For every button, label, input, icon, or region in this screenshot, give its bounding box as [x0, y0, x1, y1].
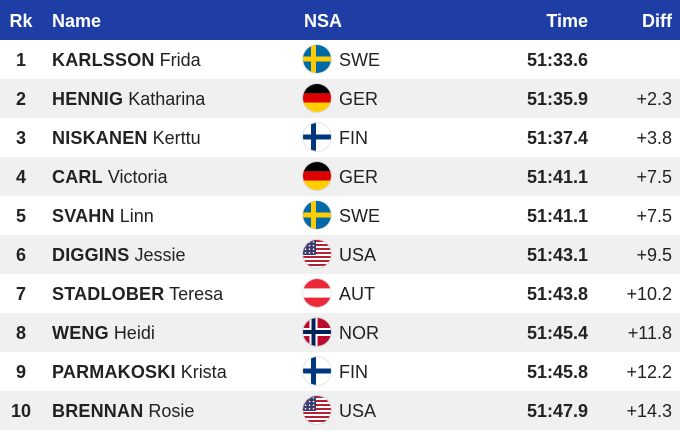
- athlete-surname: BRENNAN: [52, 401, 144, 421]
- athlete-first-name: Teresa: [169, 284, 224, 304]
- finland-flag-icon: [303, 357, 331, 385]
- diff-cell: +9.5: [636, 245, 672, 265]
- athlete-first-name: Victoria: [107, 167, 168, 187]
- athlete-first-name: Rosie: [148, 401, 195, 421]
- time-cell: 51:33.6: [526, 50, 588, 70]
- header-time: Time: [546, 11, 588, 31]
- athlete-surname: DIGGINS: [52, 245, 130, 265]
- rank-cell: 6: [15, 245, 26, 265]
- nsa-code: AUT: [339, 284, 375, 304]
- athlete-name[interactable]: WENG Heidi: [52, 323, 155, 344]
- athlete-surname: NISKANEN: [52, 128, 148, 148]
- time-cell: 51:47.9: [526, 401, 588, 421]
- athlete-first-name: Kerttu: [152, 128, 201, 148]
- athlete-name[interactable]: CARL Victoria: [52, 167, 168, 188]
- header-diff: Diff: [642, 11, 672, 31]
- athlete-name[interactable]: KARLSSON Frida: [52, 50, 201, 71]
- athlete-first-name: Linn: [119, 206, 154, 226]
- usa-flag-icon: [303, 240, 331, 268]
- rank-cell: 10: [10, 401, 32, 421]
- nsa-code: FIN: [339, 362, 368, 382]
- table-row: 1 KARLSSON Frida SWE 51:33.6: [0, 40, 680, 79]
- diff-cell: +12.2: [626, 362, 672, 382]
- table-row: 7 STADLOBER Teresa AUT 51:43.8 +10.2: [0, 274, 680, 313]
- header-name: Name: [52, 11, 102, 31]
- diff-cell: +2.3: [636, 89, 672, 109]
- time-cell: 51:41.1: [526, 167, 588, 187]
- rank-cell: 9: [15, 362, 26, 382]
- athlete-first-name: Heidi: [113, 323, 155, 343]
- nsa-code: USA: [339, 401, 377, 421]
- athlete-surname: WENG: [52, 323, 109, 343]
- athlete-name[interactable]: DIGGINS Jessie: [52, 245, 185, 266]
- athlete-surname: CARL: [52, 167, 103, 187]
- table-row: 9 PARMAKOSKI Krista FIN 51:45.8 +12.2: [0, 352, 680, 391]
- rank-cell: 7: [15, 284, 26, 304]
- nsa-code: SWE: [339, 50, 381, 70]
- germany-flag-icon: [303, 84, 331, 112]
- sweden-flag-icon: [303, 201, 331, 229]
- table-row: 5 SVAHN Linn SWE 51:41.1 +7.5: [0, 196, 680, 235]
- finland-flag-icon: [303, 123, 331, 151]
- athlete-first-name: Krista: [180, 362, 227, 382]
- athlete-name[interactable]: STADLOBER Teresa: [52, 284, 223, 305]
- diff-cell: +14.3: [626, 401, 672, 421]
- table-row: 10 BRENNAN Rosie USA 51:47.9 +14.3: [0, 391, 680, 430]
- header-rank: Rk: [9, 11, 33, 31]
- athlete-first-name: Katharina: [128, 89, 206, 109]
- athlete-first-name: Frida: [159, 50, 201, 70]
- diff-cell: +11.8: [627, 323, 672, 343]
- rank-cell: 1: [15, 50, 26, 70]
- athlete-name[interactable]: NISKANEN Kerttu: [52, 128, 201, 149]
- rank-cell: 5: [15, 206, 26, 226]
- time-cell: 51:43.1: [526, 245, 588, 265]
- time-cell: 51:43.8: [526, 284, 588, 304]
- nsa-code: NOR: [339, 323, 379, 343]
- time-cell: 51:45.8: [526, 362, 588, 382]
- table-row: 3 NISKANEN Kerttu FIN 51:37.4 +3.8: [0, 118, 680, 157]
- athlete-name[interactable]: BRENNAN Rosie: [52, 401, 194, 422]
- austria-flag-icon: [303, 279, 331, 307]
- nsa-code: FIN: [339, 128, 368, 148]
- usa-flag-icon: [303, 396, 331, 424]
- table-row: 4 CARL Victoria GER 51:41.1 +7.5: [0, 157, 680, 196]
- table-row: 2 HENNIG Katharina GER 51:35.9 +2.3: [0, 79, 680, 118]
- athlete-name[interactable]: PARMAKOSKI Krista: [52, 362, 227, 383]
- header-nsa: NSA: [304, 11, 343, 31]
- nsa-code: GER: [339, 167, 379, 187]
- diff-cell: +7.5: [636, 167, 672, 187]
- table-header: Rk Name NSA Time Diff: [0, 0, 680, 40]
- sweden-flag-icon: [303, 45, 331, 73]
- nsa-code: GER: [339, 89, 379, 109]
- athlete-surname: PARMAKOSKI: [52, 362, 176, 382]
- nsa-code: USA: [339, 245, 377, 265]
- athlete-first-name: Jessie: [134, 245, 186, 265]
- time-cell: 51:37.4: [526, 128, 588, 148]
- diff-cell: +3.8: [636, 128, 672, 148]
- nsa-code: SWE: [339, 206, 381, 226]
- rank-cell: 4: [15, 167, 26, 187]
- table-body: 1 KARLSSON Frida SWE 51:33.6 2 HENNIG Kathari…: [0, 40, 680, 430]
- athlete-surname: KARLSSON: [52, 50, 155, 70]
- diff-cell: +7.5: [636, 206, 672, 226]
- rank-cell: 2: [15, 89, 26, 109]
- athlete-surname: HENNIG: [52, 89, 124, 109]
- time-cell: 51:35.9: [526, 89, 588, 109]
- time-cell: 51:41.1: [526, 206, 588, 226]
- germany-flag-icon: [303, 162, 331, 190]
- table-row: 6 DIGGINS Jessie USA 51:43.1 +9.5: [0, 235, 680, 274]
- athlete-name[interactable]: HENNIG Katharina: [52, 89, 205, 110]
- time-cell: 51:45.4: [526, 323, 588, 343]
- athlete-surname: SVAHN: [52, 206, 115, 226]
- diff-cell: +10.2: [626, 284, 672, 304]
- athlete-surname: STADLOBER: [52, 284, 165, 304]
- rank-cell: 8: [15, 323, 26, 343]
- athlete-name[interactable]: SVAHN Linn: [52, 206, 154, 227]
- rank-cell: 3: [15, 128, 26, 148]
- norway-flag-icon: [303, 318, 331, 346]
- table-row: 8 WENG Heidi NOR 51:45.4 +11.8: [0, 313, 680, 352]
